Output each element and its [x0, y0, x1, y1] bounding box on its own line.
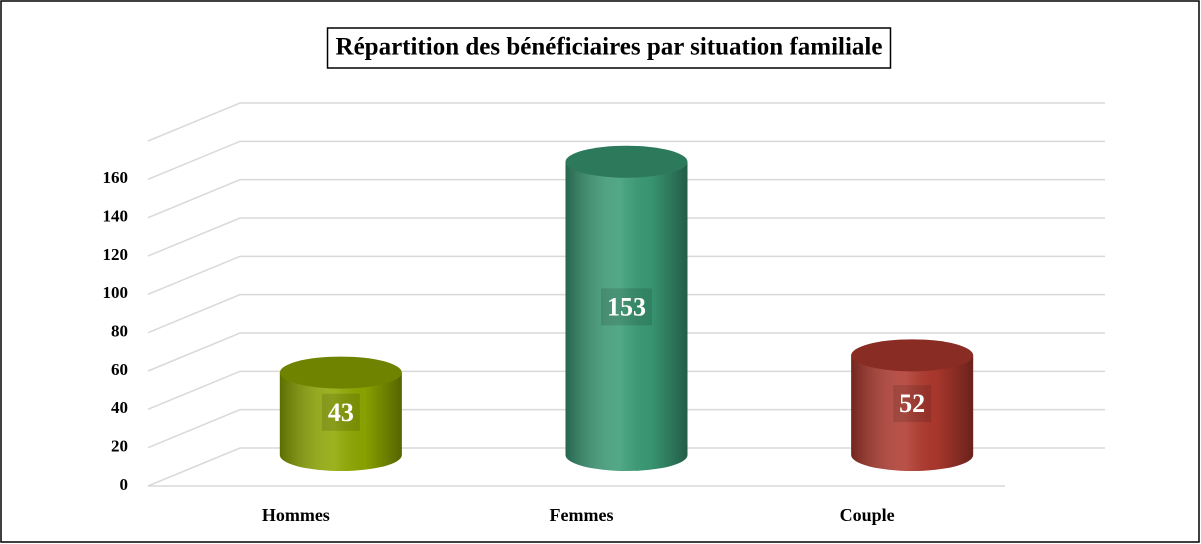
grid-line — [147, 178, 1105, 219]
bar-top — [851, 339, 974, 372]
value-label-bg — [321, 393, 360, 431]
grid-line — [147, 140, 1105, 181]
x-tick-label: Femmes — [550, 505, 614, 525]
chart-title: Répartition des bénéficiaires par situat… — [336, 34, 883, 61]
value-label: 52 — [899, 389, 925, 418]
bar-top — [279, 356, 402, 389]
y-tick-label: 40 — [111, 398, 128, 417]
y-tick-label: 60 — [111, 360, 128, 379]
y-tick-label: 80 — [111, 322, 128, 341]
value-label: 153 — [607, 292, 646, 321]
grid-line — [147, 447, 1105, 487]
bar-top — [565, 145, 688, 178]
grid-line — [147, 293, 1105, 334]
y-tick-label: 20 — [111, 437, 128, 456]
grid-line — [147, 332, 1105, 372]
grid-line — [147, 370, 1105, 411]
grid-line — [147, 102, 1105, 142]
grid-line — [147, 408, 1105, 449]
bar-shade — [851, 355, 974, 471]
grid — [147, 102, 1105, 487]
bar-top-shade — [279, 356, 402, 389]
y-tick-label: 160 — [103, 168, 129, 187]
grid-line — [147, 255, 1105, 296]
bar-shade — [565, 161, 688, 471]
grid-line — [147, 217, 1105, 257]
y-tick-label: 140 — [103, 207, 129, 226]
title-box — [326, 27, 892, 69]
y-tick-label: 120 — [103, 245, 129, 264]
bar-top-shade — [851, 339, 974, 372]
x-tick-label: Couple — [840, 505, 895, 525]
bar-top-shade — [565, 145, 688, 178]
value-label: 43 — [328, 398, 354, 427]
y-tick-label: 0 — [120, 475, 129, 494]
x-tick-label: Hommes — [262, 505, 330, 525]
value-label-bg — [601, 288, 652, 326]
bar-shade — [279, 372, 402, 471]
value-label-bg — [893, 385, 932, 423]
y-tick-label: 100 — [103, 283, 129, 302]
